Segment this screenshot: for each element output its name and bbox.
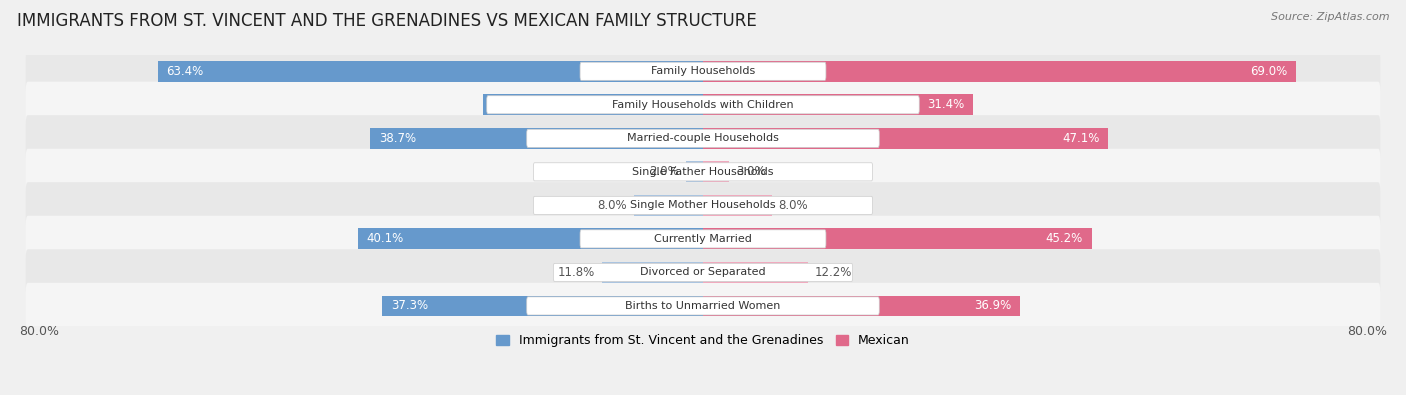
FancyBboxPatch shape — [25, 149, 1381, 195]
Bar — [634, 195, 703, 216]
FancyBboxPatch shape — [527, 297, 879, 315]
Bar — [703, 94, 973, 115]
Text: Family Households: Family Households — [651, 66, 755, 76]
Text: 2.0%: 2.0% — [650, 166, 679, 178]
Text: 12.2%: 12.2% — [815, 266, 852, 279]
FancyBboxPatch shape — [527, 129, 879, 147]
Text: 80.0%: 80.0% — [20, 325, 59, 339]
FancyBboxPatch shape — [25, 115, 1381, 162]
Bar — [370, 128, 703, 149]
FancyBboxPatch shape — [25, 82, 1381, 128]
Bar — [382, 295, 703, 316]
FancyBboxPatch shape — [25, 48, 1381, 94]
Text: Source: ZipAtlas.com: Source: ZipAtlas.com — [1271, 12, 1389, 22]
Text: IMMIGRANTS FROM ST. VINCENT AND THE GRENADINES VS MEXICAN FAMILY STRUCTURE: IMMIGRANTS FROM ST. VINCENT AND THE GREN… — [17, 12, 756, 30]
Text: 69.0%: 69.0% — [1250, 65, 1288, 78]
Text: 36.9%: 36.9% — [974, 299, 1012, 312]
Text: 40.1%: 40.1% — [367, 232, 404, 245]
Bar — [703, 228, 1091, 249]
FancyBboxPatch shape — [25, 216, 1381, 262]
FancyBboxPatch shape — [25, 283, 1381, 329]
FancyBboxPatch shape — [25, 182, 1381, 228]
Text: Family Households with Children: Family Households with Children — [612, 100, 794, 110]
Bar — [482, 94, 703, 115]
Text: 25.6%: 25.6% — [492, 98, 529, 111]
Bar — [157, 61, 703, 82]
Bar — [703, 262, 808, 283]
Bar — [703, 162, 728, 182]
Legend: Immigrants from St. Vincent and the Grenadines, Mexican: Immigrants from St. Vincent and the Gren… — [491, 329, 915, 352]
FancyBboxPatch shape — [581, 230, 825, 248]
FancyBboxPatch shape — [533, 163, 873, 181]
Text: 8.0%: 8.0% — [779, 199, 808, 212]
Text: 47.1%: 47.1% — [1062, 132, 1099, 145]
Bar — [703, 295, 1021, 316]
FancyBboxPatch shape — [554, 263, 852, 282]
Bar — [703, 128, 1108, 149]
Text: 11.8%: 11.8% — [557, 266, 595, 279]
Bar — [602, 262, 703, 283]
FancyBboxPatch shape — [581, 62, 825, 80]
Text: 80.0%: 80.0% — [1347, 325, 1386, 339]
Text: 31.4%: 31.4% — [927, 98, 965, 111]
Bar — [703, 61, 1296, 82]
FancyBboxPatch shape — [533, 196, 873, 214]
Text: 45.2%: 45.2% — [1046, 232, 1083, 245]
FancyBboxPatch shape — [486, 96, 920, 114]
Text: Married-couple Households: Married-couple Households — [627, 133, 779, 143]
Text: 37.3%: 37.3% — [391, 299, 427, 312]
FancyBboxPatch shape — [25, 249, 1381, 295]
Text: Single Father Households: Single Father Households — [633, 167, 773, 177]
Text: Single Mother Households: Single Mother Households — [630, 200, 776, 211]
Text: 3.0%: 3.0% — [735, 166, 765, 178]
Text: Divorced or Separated: Divorced or Separated — [640, 267, 766, 277]
Text: Currently Married: Currently Married — [654, 234, 752, 244]
Bar — [686, 162, 703, 182]
Text: 38.7%: 38.7% — [378, 132, 416, 145]
Text: Births to Unmarried Women: Births to Unmarried Women — [626, 301, 780, 311]
Bar — [703, 195, 772, 216]
Text: 8.0%: 8.0% — [598, 199, 627, 212]
Bar — [359, 228, 703, 249]
Text: 63.4%: 63.4% — [166, 65, 204, 78]
